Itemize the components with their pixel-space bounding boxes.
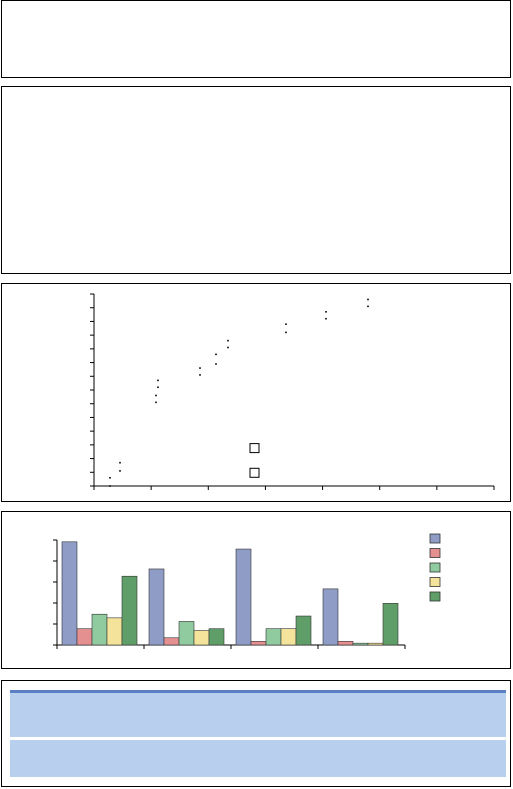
bar — [280, 628, 297, 646]
data-point — [109, 485, 111, 487]
data-point — [157, 379, 159, 382]
bar — [250, 641, 267, 646]
legend-swatch — [429, 591, 441, 602]
scatter-panel — [1, 283, 511, 502]
bar — [76, 628, 93, 646]
data-point — [325, 317, 327, 320]
data-point — [119, 461, 121, 464]
data-point — [285, 323, 287, 325]
data-point — [155, 401, 157, 404]
legend-swatch — [429, 577, 441, 587]
table-row — [10, 740, 506, 777]
bar-panel — [1, 511, 511, 669]
data-point — [215, 353, 217, 356]
data-point — [119, 470, 121, 472]
bar — [148, 568, 165, 646]
bar — [163, 637, 180, 646]
data-point — [199, 374, 201, 376]
data-point — [109, 476, 111, 479]
bar — [91, 613, 108, 646]
data-point — [285, 331, 287, 334]
bar — [178, 621, 195, 646]
empty-panel-2 — [1, 86, 511, 274]
data-point — [367, 305, 369, 308]
bar — [121, 575, 138, 646]
bar — [295, 615, 312, 646]
bar — [367, 642, 384, 646]
bar — [61, 541, 78, 646]
data-point — [227, 339, 229, 342]
bar-chart — [53, 512, 510, 649]
empty-panel-1 — [1, 0, 511, 78]
data-point — [367, 298, 369, 301]
open-marker — [249, 467, 260, 478]
bar — [337, 641, 354, 646]
scatter-chart — [2, 284, 495, 490]
legend-swatch — [429, 548, 441, 558]
bar — [382, 603, 399, 646]
table-header-rule — [10, 690, 506, 693]
table-row — [10, 693, 506, 737]
table-panel — [1, 680, 511, 787]
panel-tab-line — [2, 1, 365, 2]
bar — [193, 630, 210, 646]
legend-swatch — [429, 562, 441, 573]
data-point — [155, 394, 157, 397]
legend-swatch — [429, 533, 441, 544]
bar — [352, 642, 369, 646]
open-marker — [249, 443, 260, 454]
data-point — [215, 363, 217, 365]
bar — [265, 628, 282, 646]
data-point — [227, 346, 229, 349]
bar — [235, 548, 252, 646]
bar — [208, 628, 225, 646]
data-point — [325, 311, 327, 313]
data-point — [157, 386, 159, 389]
data-point — [199, 367, 201, 369]
bar — [322, 588, 339, 646]
bar — [106, 617, 123, 646]
